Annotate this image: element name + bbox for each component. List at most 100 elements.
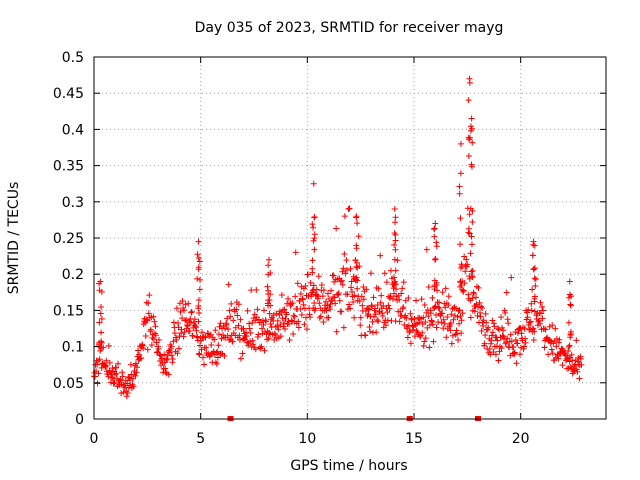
data-point xyxy=(549,322,556,329)
data-point xyxy=(315,293,322,300)
data-point xyxy=(175,345,182,352)
data-point xyxy=(375,318,382,325)
data-point xyxy=(428,318,435,325)
data-point xyxy=(309,269,316,276)
data-point xyxy=(345,301,352,308)
data-point xyxy=(117,377,124,384)
data-point xyxy=(145,300,152,307)
data-point xyxy=(412,333,419,340)
data-point xyxy=(390,285,397,292)
data-point xyxy=(566,358,573,365)
data-point xyxy=(527,318,534,325)
data-point xyxy=(230,317,237,324)
data-point xyxy=(339,268,346,275)
data-point xyxy=(530,238,537,245)
data-point xyxy=(391,279,398,286)
data-point xyxy=(467,314,474,321)
data-point xyxy=(215,331,222,338)
data-point xyxy=(187,319,194,326)
data-point xyxy=(295,324,302,331)
data-point xyxy=(561,349,568,356)
data-point xyxy=(217,320,224,327)
data-point xyxy=(343,257,350,264)
data-point xyxy=(259,330,266,337)
data-point xyxy=(140,345,147,352)
data-point xyxy=(350,299,357,306)
data-point xyxy=(374,317,381,324)
data-point xyxy=(240,325,247,332)
data-point xyxy=(102,362,109,369)
data-point xyxy=(456,320,463,327)
data-point xyxy=(177,308,184,315)
data-point xyxy=(439,310,446,317)
data-point xyxy=(196,286,203,293)
data-point xyxy=(188,308,195,315)
data-point xyxy=(507,331,514,338)
data-point xyxy=(491,323,498,330)
data-point xyxy=(409,326,416,333)
data-point xyxy=(466,211,473,218)
data-point xyxy=(147,326,154,333)
data-point xyxy=(224,315,231,322)
data-point xyxy=(312,305,319,312)
data-point xyxy=(505,320,512,327)
data-point xyxy=(459,278,466,285)
data-point xyxy=(458,261,465,268)
data-point xyxy=(392,246,399,253)
data-point xyxy=(455,307,462,314)
data-point xyxy=(454,313,461,320)
data-point xyxy=(145,310,152,317)
data-point xyxy=(453,327,460,334)
data-point xyxy=(465,153,472,160)
data-point xyxy=(178,330,185,337)
data-point xyxy=(369,303,376,310)
data-point xyxy=(98,329,105,336)
data-point xyxy=(381,270,388,277)
data-point xyxy=(374,302,381,309)
data-point xyxy=(307,279,314,286)
data-point xyxy=(100,344,107,351)
data-point xyxy=(528,300,535,307)
data-point xyxy=(274,317,281,324)
data-point xyxy=(422,319,429,326)
data-point xyxy=(144,346,151,353)
data-point xyxy=(457,215,464,222)
data-point xyxy=(555,355,562,362)
data-point xyxy=(465,225,472,232)
data-point xyxy=(503,289,510,296)
data-point xyxy=(567,330,574,337)
data-point xyxy=(124,389,131,396)
data-point xyxy=(181,307,188,314)
data-point xyxy=(392,219,399,226)
data-point xyxy=(518,330,525,337)
data-point xyxy=(196,342,203,349)
data-point xyxy=(500,327,507,334)
data-point xyxy=(568,351,575,358)
data-point xyxy=(118,390,125,397)
data-point xyxy=(243,333,250,340)
data-point xyxy=(539,315,546,322)
data-point xyxy=(345,206,352,213)
y-tick-label: 0.4 xyxy=(62,122,84,138)
data-point xyxy=(247,329,254,336)
data-point xyxy=(330,272,337,279)
data-point xyxy=(189,332,196,339)
data-point xyxy=(449,332,456,339)
data-point xyxy=(475,304,481,311)
data-point xyxy=(373,329,380,336)
data-point xyxy=(448,340,455,347)
data-point xyxy=(465,291,472,298)
data-point xyxy=(433,324,440,331)
data-point xyxy=(566,278,573,285)
data-point xyxy=(400,304,407,311)
data-point xyxy=(392,237,399,244)
data-point xyxy=(194,275,201,282)
data-point xyxy=(475,284,482,291)
data-point xyxy=(433,311,440,318)
data-point xyxy=(322,298,329,305)
data-point xyxy=(565,347,572,354)
data-point xyxy=(419,329,426,336)
data-point xyxy=(106,359,113,366)
data-point xyxy=(464,261,471,268)
data-point xyxy=(531,308,538,315)
